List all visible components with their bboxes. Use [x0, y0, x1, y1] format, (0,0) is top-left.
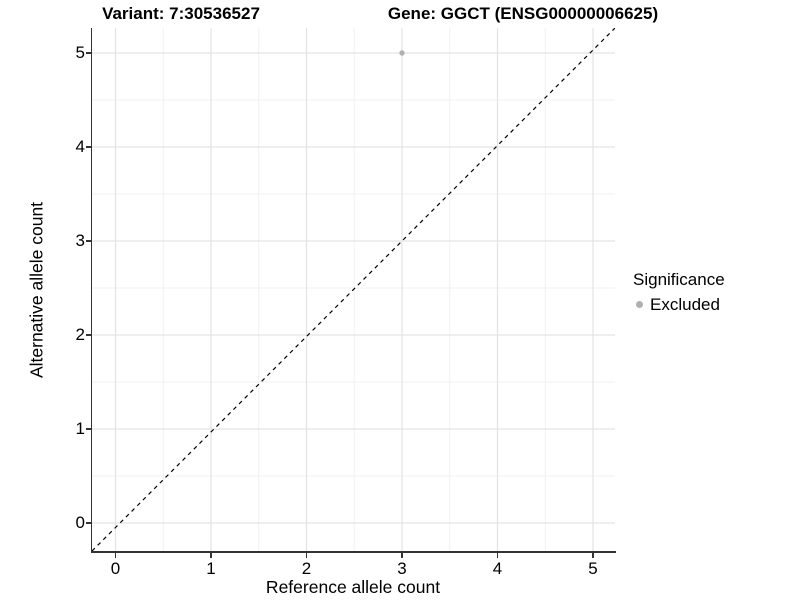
legend-title: Significance: [633, 270, 725, 289]
x-tick-mark: [496, 552, 499, 558]
y-tick-mark: [85, 428, 91, 430]
legend-entry: Excluded: [633, 295, 725, 314]
y-tick-mark: [85, 240, 91, 242]
y-tick-label: 2: [75, 325, 85, 345]
y-tick-label: 0: [75, 513, 85, 533]
x-tick-label: 1: [206, 559, 216, 578]
diagonal-reference-line: [91, 27, 616, 552]
x-tick-label: 5: [588, 559, 598, 578]
y-tick-mark: [85, 334, 91, 336]
y-tick-label: 3: [75, 231, 85, 251]
x-axis-line: [90, 551, 616, 553]
legend-entry-label: Excluded: [650, 295, 720, 314]
y-tick-label: 5: [75, 43, 85, 63]
x-axis-label: Reference allele count: [265, 577, 441, 597]
x-tick-label: 2: [301, 559, 312, 578]
y-tick-mark: [85, 522, 91, 524]
y-tick-mark: [85, 52, 91, 54]
data-point: [399, 50, 405, 56]
x-tick-mark: [592, 552, 594, 558]
x-tick-label: 3: [397, 559, 407, 578]
x-tick-label: 0: [110, 559, 121, 578]
y-axis-label: Alternative allele count: [26, 201, 47, 379]
x-tick-mark: [401, 552, 403, 558]
legend: Significance Excluded: [633, 270, 725, 314]
panel-canvas: [91, 27, 616, 552]
legend-entries: Excluded: [633, 295, 725, 314]
plot-title-variant: Variant: 7:30536527: [102, 4, 260, 23]
y-tick-mark: [85, 146, 91, 148]
plot-panel: [91, 27, 616, 552]
x-tick-mark: [114, 552, 117, 558]
y-tick-label: 1: [75, 419, 85, 439]
y-axis-line: [90, 28, 92, 553]
legend-key-dot: [636, 301, 643, 308]
x-tick-label: 4: [492, 559, 503, 578]
y-tick-label: 4: [75, 137, 85, 157]
x-tick-mark: [210, 552, 212, 558]
x-tick-mark: [305, 552, 308, 558]
plot-title-gene: Gene: GGCT (ENSG00000006625): [387, 4, 659, 23]
